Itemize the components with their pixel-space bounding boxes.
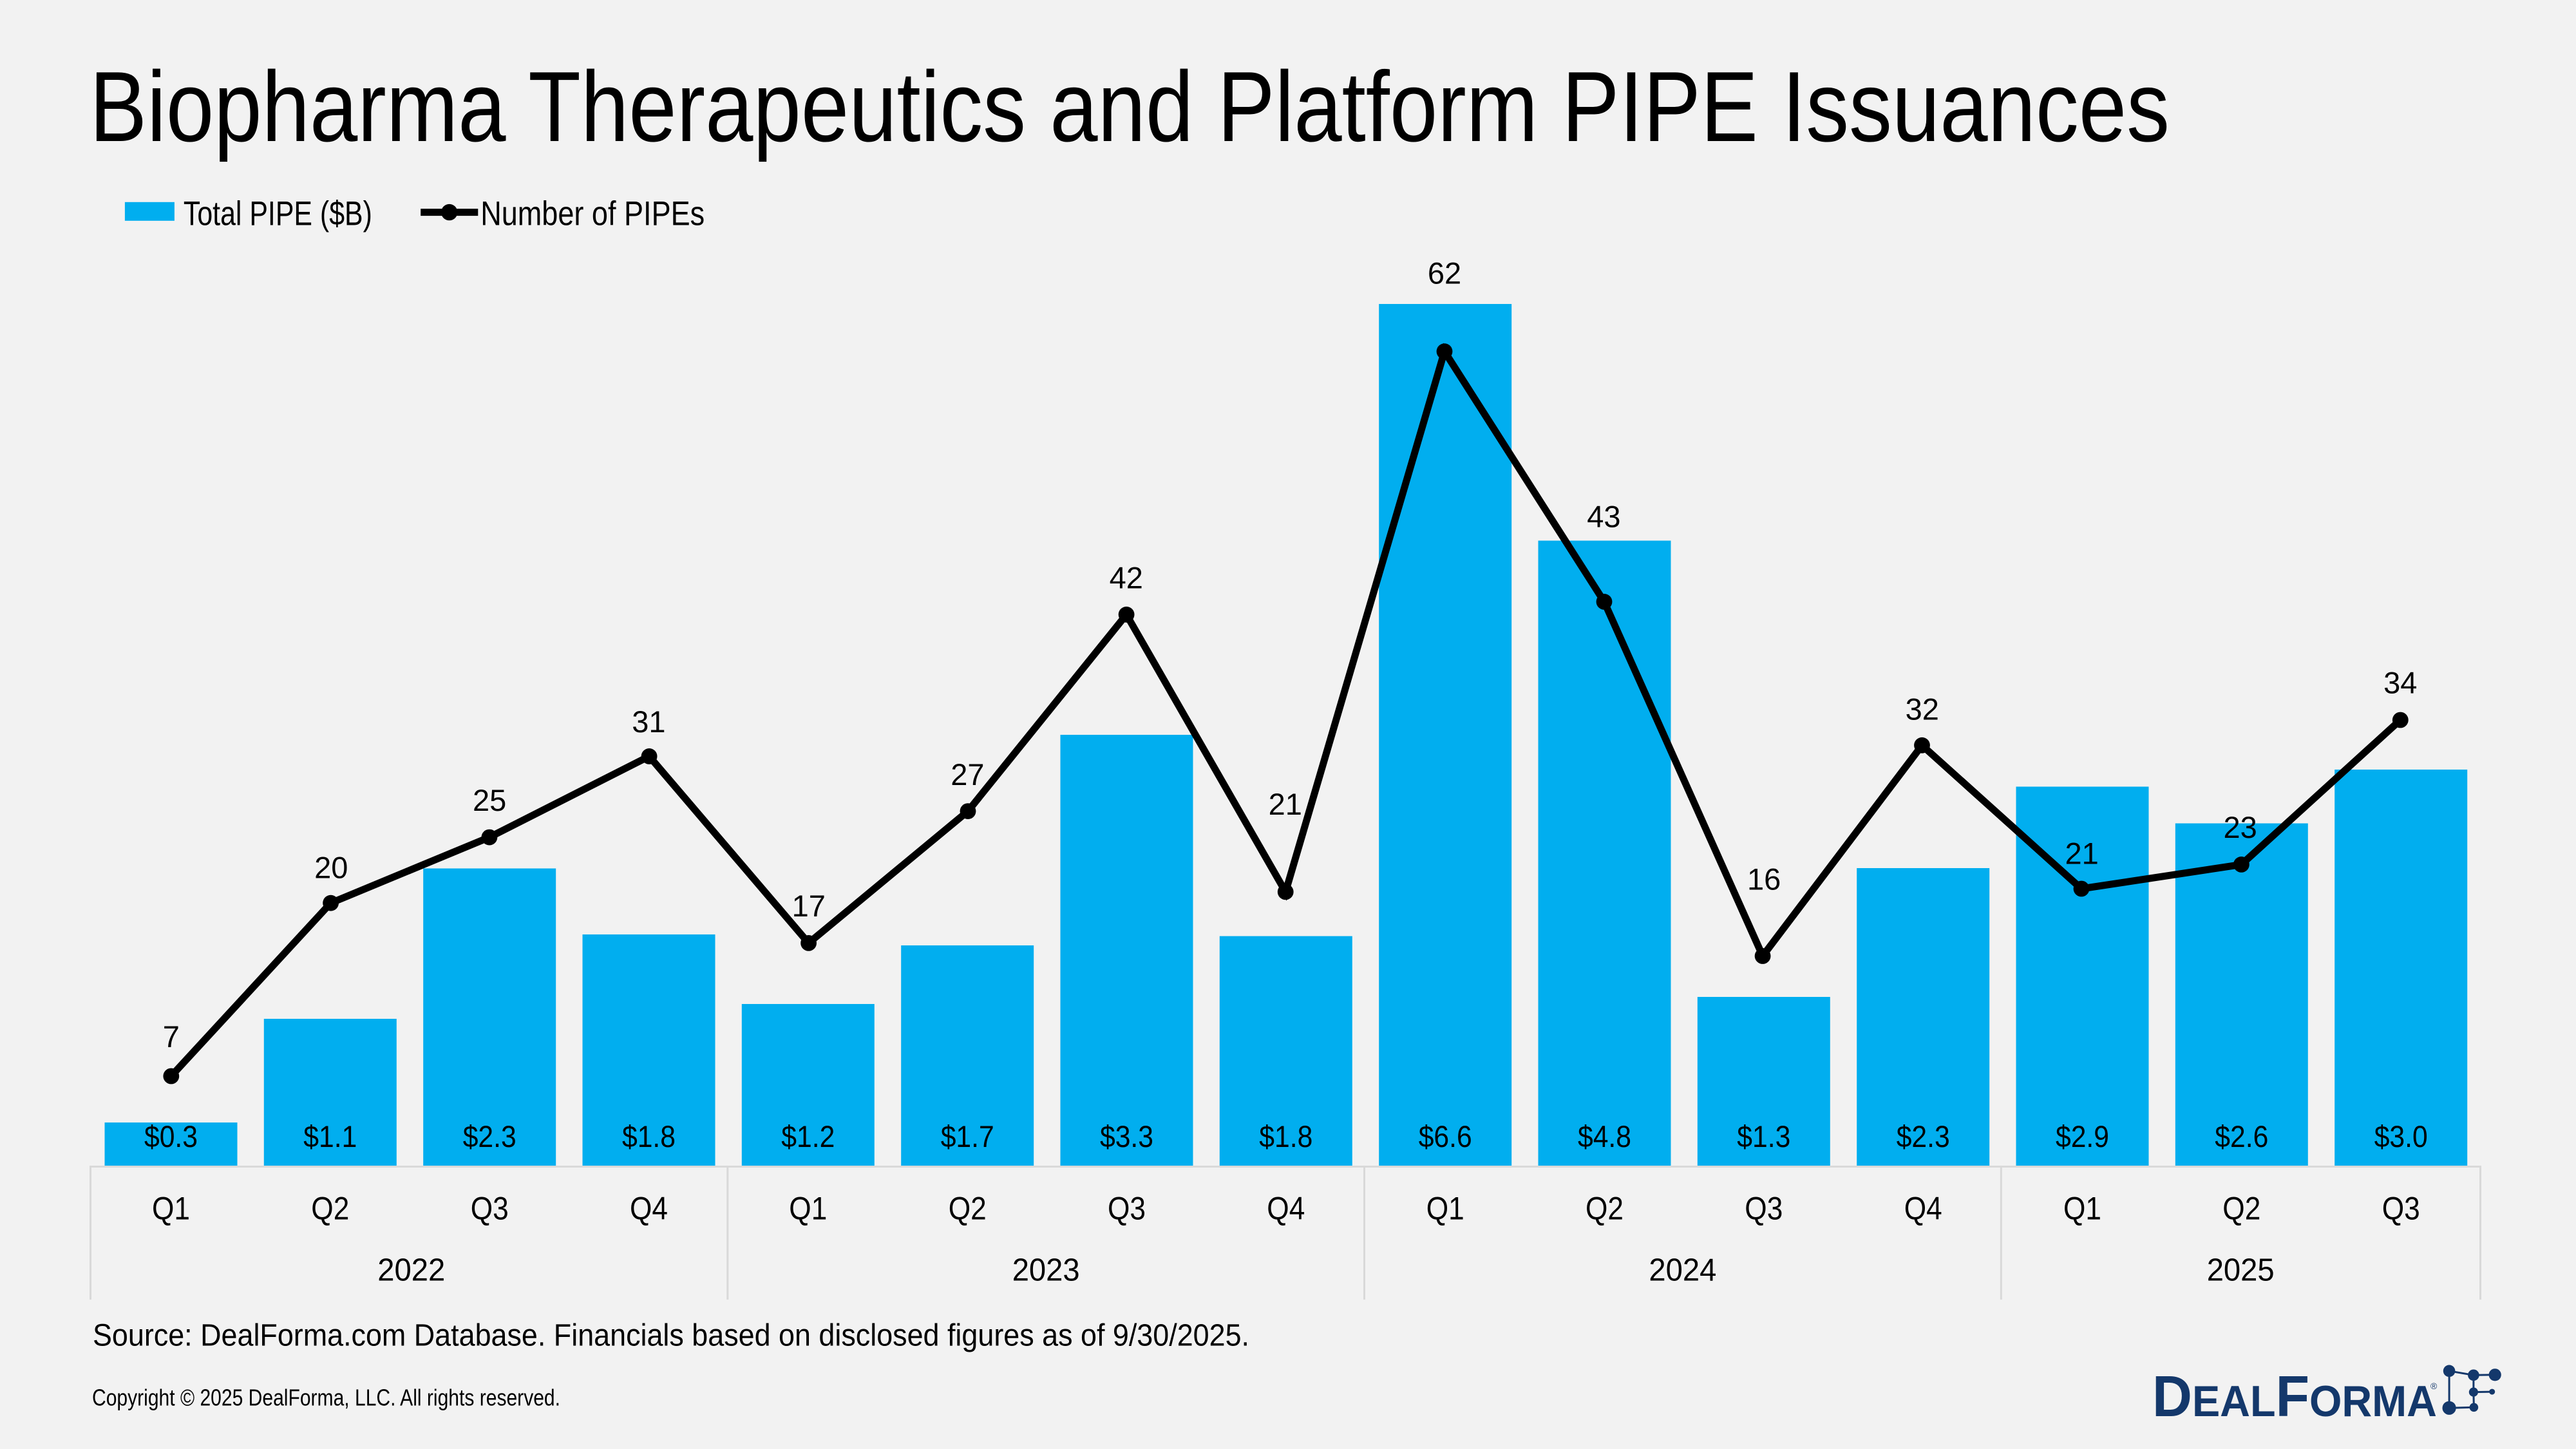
svg-text:$3.0: $3.0	[2374, 1119, 2428, 1153]
svg-text:Q3: Q3	[2382, 1191, 2420, 1227]
svg-text:Q2: Q2	[311, 1191, 349, 1227]
svg-text:2024: 2024	[1649, 1253, 1716, 1288]
svg-text:Q1: Q1	[789, 1191, 827, 1227]
svg-text:21: 21	[2065, 837, 2099, 871]
svg-text:$3.3: $3.3	[1100, 1119, 1153, 1153]
svg-text:Q4: Q4	[1904, 1191, 1942, 1227]
svg-text:DEALFORMA: DEALFORMA	[2152, 1365, 2437, 1429]
svg-text:Q1: Q1	[152, 1191, 190, 1227]
svg-text:$2.3: $2.3	[463, 1119, 516, 1153]
svg-text:Source: DealForma.com Database: Source: DealForma.com Database. Financia…	[93, 1318, 1249, 1352]
svg-text:®: ®	[2430, 1381, 2438, 1391]
svg-text:16: 16	[1747, 862, 1781, 896]
svg-text:2025: 2025	[2207, 1253, 2275, 1288]
svg-text:31: 31	[632, 705, 665, 739]
svg-text:Q1: Q1	[2063, 1191, 2101, 1227]
svg-text:$1.8: $1.8	[622, 1119, 676, 1153]
svg-text:$1.2: $1.2	[781, 1119, 835, 1153]
svg-text:2022: 2022	[377, 1253, 445, 1288]
svg-text:Q1: Q1	[1426, 1191, 1464, 1227]
svg-text:Biopharma Therapeutics and Pla: Biopharma Therapeutics and Platform PIPE…	[90, 51, 2170, 162]
svg-text:$2.9: $2.9	[2056, 1119, 2109, 1153]
svg-text:34: 34	[2383, 666, 2417, 700]
svg-text:$1.8: $1.8	[1259, 1119, 1312, 1153]
svg-text:Q2: Q2	[1586, 1191, 1624, 1227]
svg-text:Q3: Q3	[1745, 1191, 1783, 1227]
svg-text:42: 42	[1110, 560, 1143, 594]
svg-text:2023: 2023	[1012, 1253, 1080, 1288]
svg-text:Total PIPE ($B): Total PIPE ($B)	[184, 194, 372, 232]
svg-text:62: 62	[1428, 256, 1461, 290]
svg-text:$0.3: $0.3	[144, 1119, 198, 1153]
svg-text:$2.6: $2.6	[2215, 1119, 2268, 1153]
svg-text:23: 23	[2223, 810, 2257, 844]
svg-text:43: 43	[1587, 499, 1620, 533]
svg-text:$4.8: $4.8	[1578, 1119, 1631, 1153]
svg-text:$1.3: $1.3	[1737, 1119, 1790, 1153]
svg-text:Q4: Q4	[1267, 1191, 1305, 1227]
svg-text:Number of PIPEs: Number of PIPEs	[480, 194, 705, 232]
svg-text:$1.1: $1.1	[303, 1119, 357, 1153]
svg-text:$6.6: $6.6	[1419, 1119, 1472, 1153]
svg-text:$2.3: $2.3	[1897, 1119, 1950, 1153]
svg-text:Q2: Q2	[2222, 1191, 2260, 1227]
svg-text:20: 20	[314, 851, 348, 885]
svg-text:17: 17	[792, 889, 826, 923]
svg-text:Q3: Q3	[471, 1191, 509, 1227]
svg-text:7: 7	[163, 1019, 180, 1054]
svg-text:Q3: Q3	[1108, 1191, 1146, 1227]
svg-text:Copyright © 2025 DealForma, LL: Copyright © 2025 DealForma, LLC. All rig…	[92, 1385, 560, 1411]
svg-text:$1.7: $1.7	[941, 1119, 994, 1153]
svg-text:Q4: Q4	[630, 1191, 668, 1227]
svg-text:25: 25	[473, 783, 506, 817]
svg-text:Q2: Q2	[949, 1191, 987, 1227]
svg-text:21: 21	[1269, 787, 1302, 821]
svg-text:27: 27	[951, 757, 984, 791]
svg-text:32: 32	[1906, 692, 1939, 726]
